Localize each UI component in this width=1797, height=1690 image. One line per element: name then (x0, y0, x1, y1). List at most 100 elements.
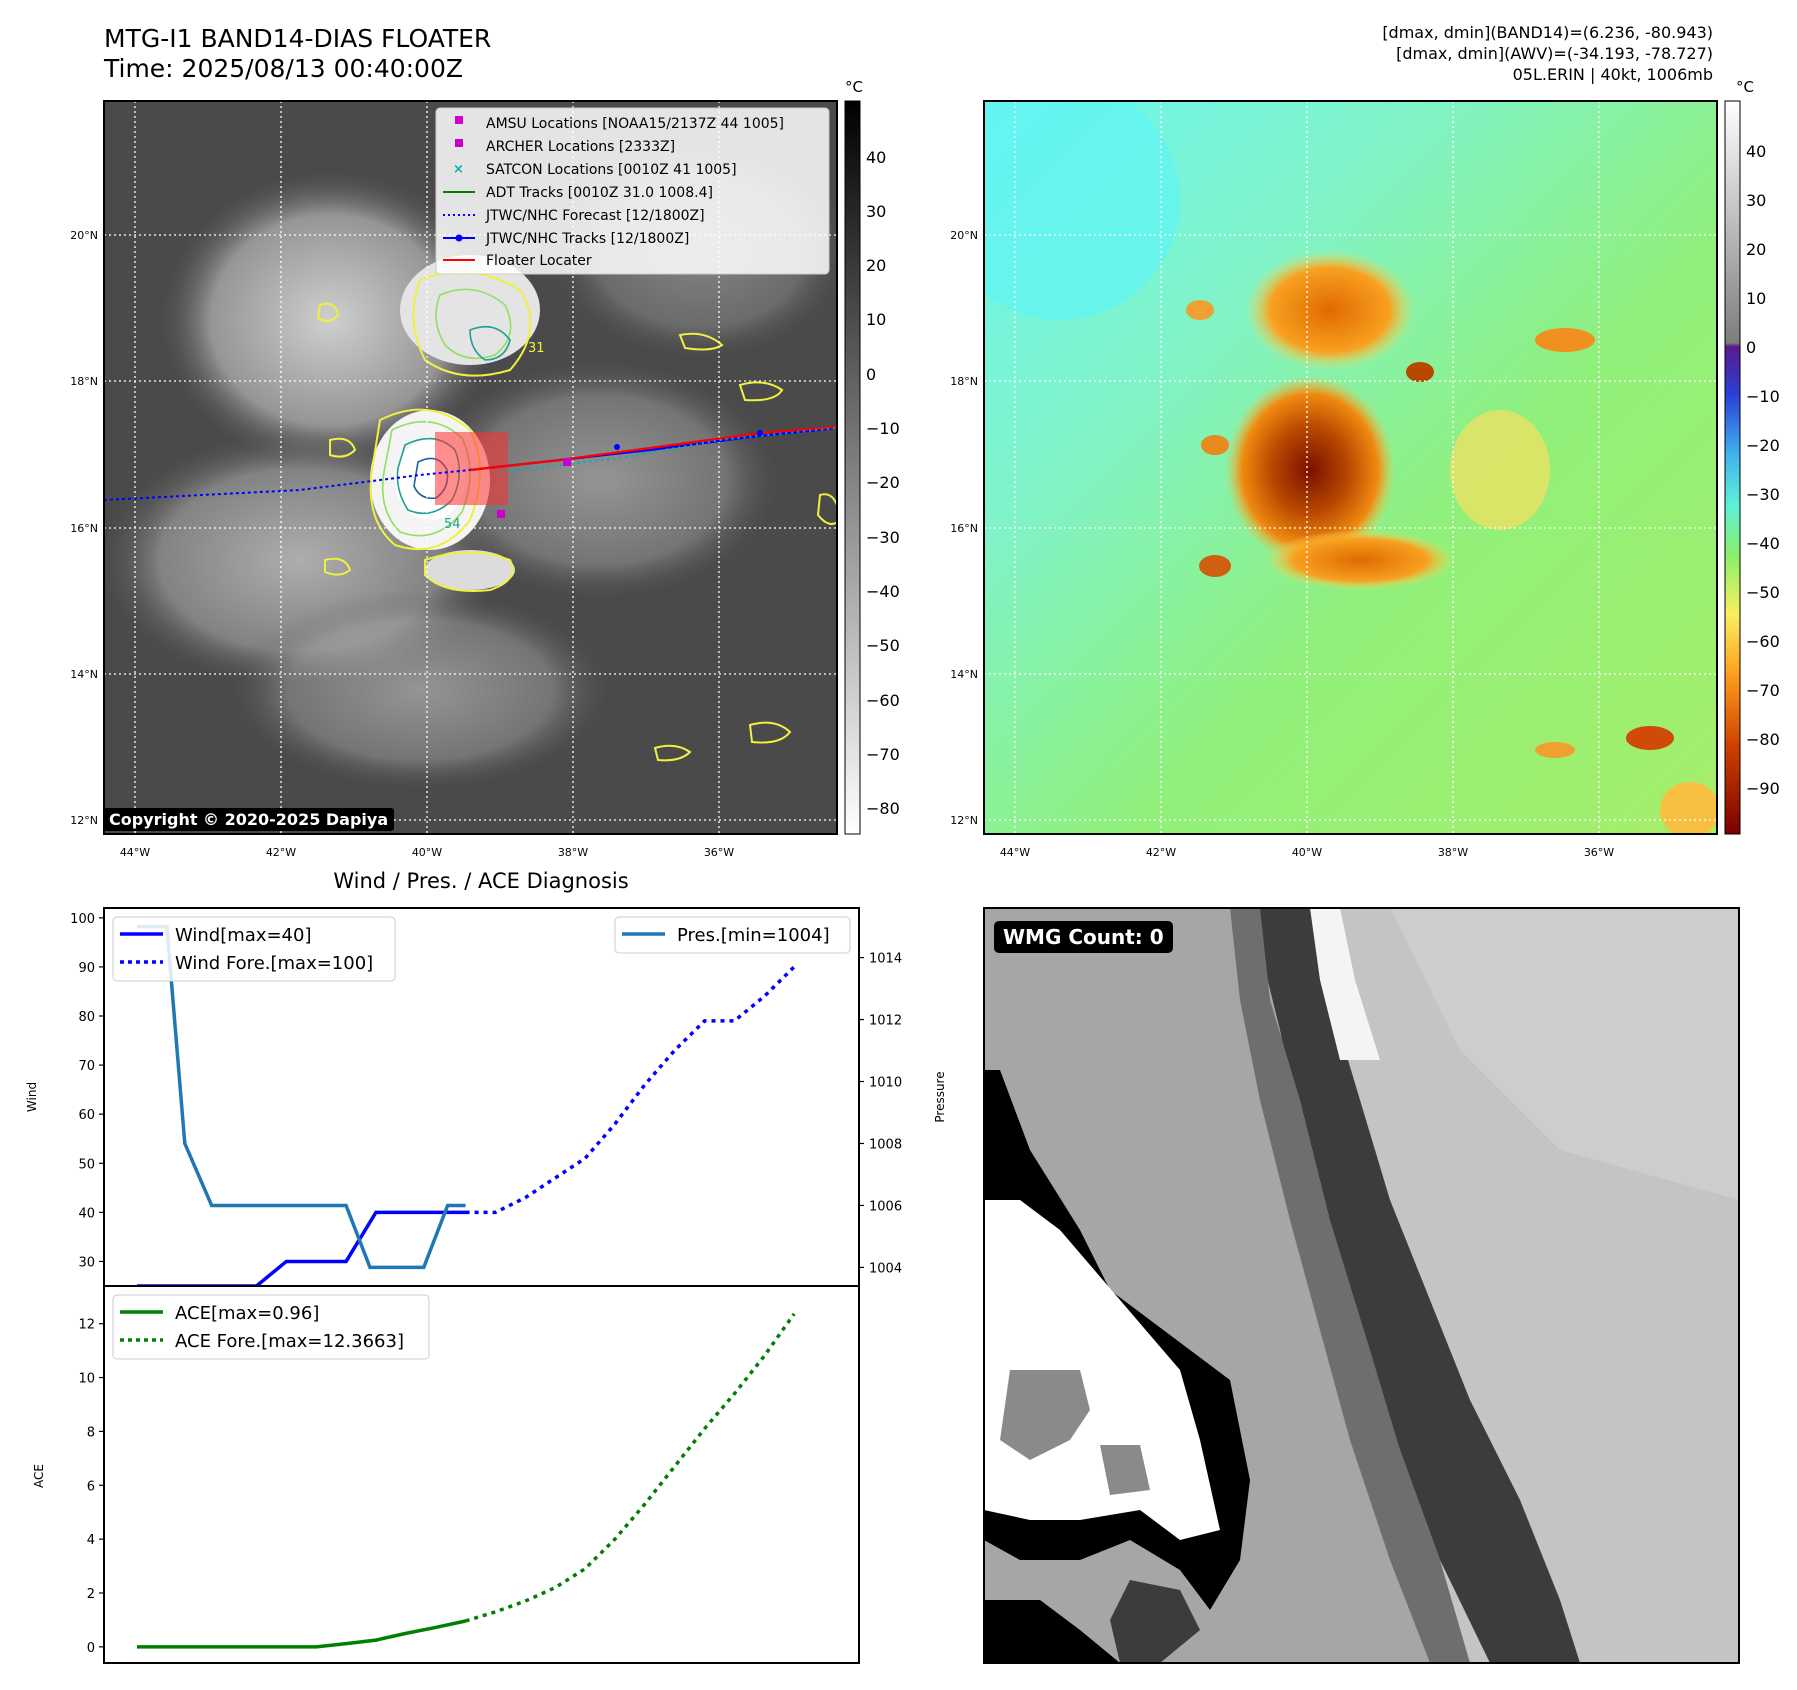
legend-forecast: JTWC/NHC Forecast [12/1800Z] (485, 208, 705, 224)
stats-line-2: [dmax, dmin](AWV)=(-34.193, -78.727) (1396, 44, 1713, 63)
awv-cbar-tick: 0 (1746, 338, 1756, 357)
ace-ylabel: ACE (32, 1464, 46, 1488)
awv-lat-20: 20°N (950, 229, 978, 242)
ace-tick-label: 0 (87, 1641, 95, 1656)
wind-legend: Wind[max=40] Wind Fore.[max=100] (112, 916, 396, 982)
ir-colorbar: °C 40 30 20 10 0 −10 −20 −30 −40 −50 −60… (844, 78, 900, 835)
ir-map-frame (103, 100, 838, 835)
stats-line-1: [dmax, dmin](BAND14)=(6.236, -80.943) (1382, 23, 1713, 42)
awv-colorbar: °C 40 30 20 10 0 −10 −20 −30 −40 −50 −60… (1724, 78, 1780, 835)
legend-satcon: SATCON Locations [0010Z 41 1005] (486, 162, 737, 178)
ir-lon-38: 38°W (558, 846, 588, 859)
ace-tick-label: 12 (78, 1318, 95, 1333)
ir-cbar-tick: 40 (866, 148, 886, 167)
legend-wind: Wind[max=40] (175, 925, 312, 946)
ir-cbar-tick: 0 (866, 365, 876, 384)
legend-archer: ARCHER Locations [2333Z] (486, 139, 675, 155)
ir-lat-20: 20°N (70, 229, 98, 242)
awv-lon-38: 38°W (1438, 846, 1468, 859)
awv-lon-36: 36°W (1584, 846, 1614, 859)
awv-cbar-tick: −90 (1746, 779, 1780, 798)
ace-chart: 12 10 8 6 4 2 0 ACE ACE[max=0.96] ACE Fore.[ma… (32, 1285, 860, 1664)
contour-label-31: 31 (528, 341, 545, 356)
ir-imagery: 31 54 (104, 101, 837, 834)
awv-cbar-tick: 30 (1746, 191, 1766, 210)
wmg-panel (983, 907, 1740, 1664)
ir-cbar-tick: 10 (866, 310, 886, 329)
pres-tick-label: 1014 (869, 952, 902, 967)
awv-lon-42: 42°W (1146, 846, 1176, 859)
pressure-ylabel: Pressure (933, 1071, 947, 1122)
stats-line-3: 05L.ERIN | 40kt, 1006mb (1512, 65, 1713, 84)
ir-colorbar-ticks: 40 30 20 10 0 −10 −20 −30 −40 −50 −60 −7… (866, 148, 900, 818)
ir-lat-12: 12°N (70, 814, 98, 827)
ace-tick-label: 6 (87, 1479, 95, 1494)
ace-axis-ticks: 12 10 8 6 4 2 0 (78, 1318, 104, 1656)
ir-colorbar-unit: °C (845, 78, 863, 96)
awv-cbar-tick: 40 (1746, 142, 1766, 161)
awv-imagery (984, 101, 1717, 834)
title-line-2: Time: 2025/08/13 00:40:00Z (104, 54, 463, 83)
legend-tracks: JTWC/NHC Tracks [12/1800Z] (485, 231, 689, 247)
ir-cbar-tick: −60 (866, 691, 900, 710)
legend-wind-fore: Wind Fore.[max=100] (175, 953, 373, 974)
awv-lat-16: 16°N (950, 522, 978, 535)
awv-cbar-tick: −40 (1746, 534, 1780, 553)
awv-cbar-tick: −20 (1746, 436, 1780, 455)
pressure-legend: Pres.[min=1004] (614, 916, 851, 954)
awv-colorbar-ticks: 40 30 20 10 0 −10 −20 −30 −40 −50 −60 −7… (1746, 142, 1780, 798)
pres-tick-label: 1012 (869, 1014, 902, 1029)
legend-satcon-icon: × (453, 162, 464, 177)
wmg-imagery (984, 908, 1739, 1663)
ir-cbar-tick: 30 (866, 202, 886, 221)
ir-lat-14: 14°N (70, 668, 98, 681)
ir-lat-18: 18°N (70, 375, 98, 388)
pres-tick-label: 1008 (869, 1137, 902, 1152)
legend-archer-icon (455, 139, 463, 147)
wind-tick-label: 60 (78, 1108, 95, 1123)
wind-tick-label: 40 (78, 1206, 95, 1221)
contour-label-54: 54 (444, 517, 461, 532)
awv-lon-40: 40°W (1292, 846, 1322, 859)
ir-lon-labels: 44°W 42°W 40°W 38°W 36°W (120, 846, 734, 859)
diagnosis-title: Wind / Pres. / ACE Diagnosis (333, 869, 628, 893)
ace-line (137, 1619, 466, 1649)
pres-tick-label: 1006 (869, 1199, 902, 1214)
legend-floater: Floater Locater (486, 253, 592, 269)
ace-forecast-line (465, 1312, 796, 1623)
wind-axis-ticks: 100 90 80 70 60 50 40 30 (70, 912, 104, 1270)
ir-lon-42: 42°W (266, 846, 296, 859)
ir-lon-40: 40°W (412, 846, 442, 859)
ir-cbar-tick: −10 (866, 419, 900, 438)
awv-lat-labels: 20°N 18°N 16°N 14°N 12°N (950, 229, 978, 827)
ir-cbar-tick: −80 (866, 799, 900, 818)
awv-map-frame (983, 100, 1718, 835)
awv-cbar-tick: −10 (1746, 387, 1780, 406)
awv-cbar-tick: 20 (1746, 240, 1766, 259)
ace-tick-label: 2 (87, 1587, 95, 1602)
ir-lat-16: 16°N (70, 522, 98, 535)
ir-cbar-tick: −70 (866, 745, 900, 764)
forecast-track-west (104, 469, 471, 501)
pres-tick-label: 1010 (869, 1076, 902, 1091)
floater-locater-track (469, 425, 837, 472)
wmg-count-badge: WMG Count: 0 (994, 921, 1173, 953)
ace-legend: ACE[max=0.96] ACE Fore.[max=12.3663] (112, 1294, 430, 1360)
awv-cbar-tick: −30 (1746, 485, 1780, 504)
ir-map-panel: 31 54 AMSU Locations [NOAA15/2137Z 44 10… (70, 78, 900, 859)
legend-ace: ACE[max=0.96] (175, 1303, 319, 1324)
legend-ace-fore: ACE Fore.[max=12.3663] (175, 1331, 404, 1352)
wind-tick-label: 30 (78, 1255, 95, 1270)
wind-ylabel: Wind (25, 1082, 39, 1112)
ir-cbar-tick: −30 (866, 528, 900, 547)
wind-tick-label: 80 (78, 1010, 95, 1025)
wind-forecast-line (465, 965, 796, 1215)
legend-pres: Pres.[min=1004] (677, 925, 830, 946)
satcon-track (499, 427, 837, 473)
legend-amsu-icon (455, 116, 463, 124)
awv-cbar-tick: 10 (1746, 289, 1766, 308)
wind-tick-label: 90 (78, 961, 95, 976)
awv-lat-12: 12°N (950, 814, 978, 827)
ir-cbar-tick: −40 (866, 582, 900, 601)
